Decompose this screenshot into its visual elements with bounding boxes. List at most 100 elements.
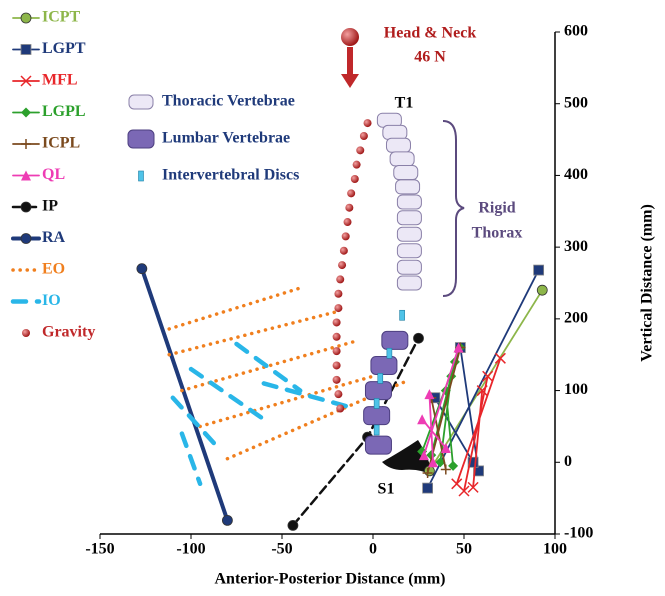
annotation: Head & Neck	[384, 25, 477, 42]
data-point	[448, 460, 459, 471]
legend-label: Intervertebral Discs	[162, 167, 299, 184]
data-point	[363, 119, 372, 128]
y-tick-label: 500	[564, 94, 588, 111]
y-tick-label: 300	[564, 238, 588, 255]
y-tick-label: 0	[564, 453, 572, 470]
annotation: S1	[378, 481, 395, 498]
data-point	[341, 232, 350, 241]
legend-marker	[127, 129, 155, 149]
data-point	[494, 352, 506, 364]
data-point	[334, 304, 343, 313]
legend-label: Thoracic Vertebrae	[162, 93, 295, 110]
data-point	[413, 332, 424, 344]
data-point	[334, 390, 343, 399]
annotation: Rigid	[478, 200, 515, 217]
vertebra	[363, 406, 391, 426]
series-line	[170, 341, 358, 487]
legend-marker	[21, 107, 31, 118]
data-point	[473, 465, 484, 477]
y-axis-title: Vertical Distance (mm)	[639, 204, 656, 362]
data-point	[287, 519, 299, 531]
data-point	[359, 131, 368, 140]
series-line	[426, 269, 540, 490]
legend-marker	[20, 201, 32, 213]
y-tick-label: 100	[564, 381, 588, 398]
annotation: 46 N	[414, 49, 446, 66]
vertebra	[373, 424, 380, 436]
vertebra	[396, 226, 422, 242]
data-point	[440, 464, 451, 475]
legend-marker	[20, 44, 32, 55]
legend-marker	[21, 139, 31, 149]
legend-label: ICPT	[42, 9, 81, 26]
data-point	[422, 482, 434, 494]
vertebra	[382, 124, 408, 140]
legend-label: QL	[42, 166, 65, 183]
legend-label: MFL	[42, 72, 78, 89]
legend-label: RA	[42, 229, 66, 246]
data-point	[332, 318, 341, 327]
series-line	[139, 266, 230, 523]
x-tick-label: 0	[369, 541, 377, 558]
y-tick-label: 600	[564, 23, 588, 40]
vertebra	[386, 347, 393, 359]
data-point	[458, 485, 470, 497]
data-point	[332, 375, 341, 384]
data-point	[467, 456, 479, 468]
data-point	[440, 442, 451, 453]
data-point	[422, 468, 433, 479]
legend-label: Lumbar Vertebrae	[162, 130, 290, 147]
legend-label: IO	[42, 292, 61, 309]
vertebra	[396, 275, 422, 291]
annotation: Thorax	[472, 225, 523, 242]
data-point	[352, 160, 361, 169]
series-line	[167, 286, 412, 461]
legend-marker	[20, 75, 32, 87]
y-tick-label: 400	[564, 166, 588, 183]
legend-label: EO	[42, 261, 65, 278]
legend-marker	[21, 170, 31, 181]
legend-marker	[20, 12, 32, 24]
data-point	[332, 332, 341, 341]
legend-marker	[138, 170, 144, 182]
legend-label: IP	[42, 198, 58, 215]
y-tick-label: -100	[564, 525, 593, 542]
vertebra	[370, 355, 398, 375]
vertebra	[396, 194, 422, 210]
data-point	[345, 203, 354, 212]
data-point	[347, 189, 356, 198]
legend-label: LGPT	[42, 40, 86, 57]
data-point	[356, 146, 365, 155]
data-point	[467, 481, 479, 493]
legend-marker	[20, 233, 32, 244]
data-point	[136, 263, 148, 275]
data-point	[435, 457, 446, 468]
data-point	[338, 261, 347, 270]
data-point	[536, 284, 548, 296]
vertebra	[364, 435, 392, 455]
x-axis-title: Anterior-Posterior Distance (mm)	[214, 571, 445, 588]
annotation: T1	[395, 95, 414, 112]
data-point	[334, 289, 343, 298]
data-point	[343, 218, 352, 227]
data-point	[428, 457, 439, 468]
thorax-brace	[442, 120, 465, 297]
head-mass	[341, 28, 359, 46]
series-line	[291, 336, 420, 527]
vertebra	[385, 137, 411, 153]
legend-label: ICPL	[42, 135, 80, 152]
data-point	[339, 246, 348, 255]
head-arrow	[341, 47, 359, 88]
vertebra	[364, 381, 392, 401]
vertebra	[381, 330, 409, 350]
legend-label: LGPL	[42, 103, 86, 120]
vertebra	[399, 309, 405, 321]
data-point	[332, 361, 341, 370]
data-point	[350, 175, 359, 184]
data-point	[482, 370, 494, 382]
series-line	[455, 357, 502, 492]
data-point	[336, 275, 345, 284]
legend-marker	[22, 329, 30, 337]
vertebra	[396, 210, 422, 226]
